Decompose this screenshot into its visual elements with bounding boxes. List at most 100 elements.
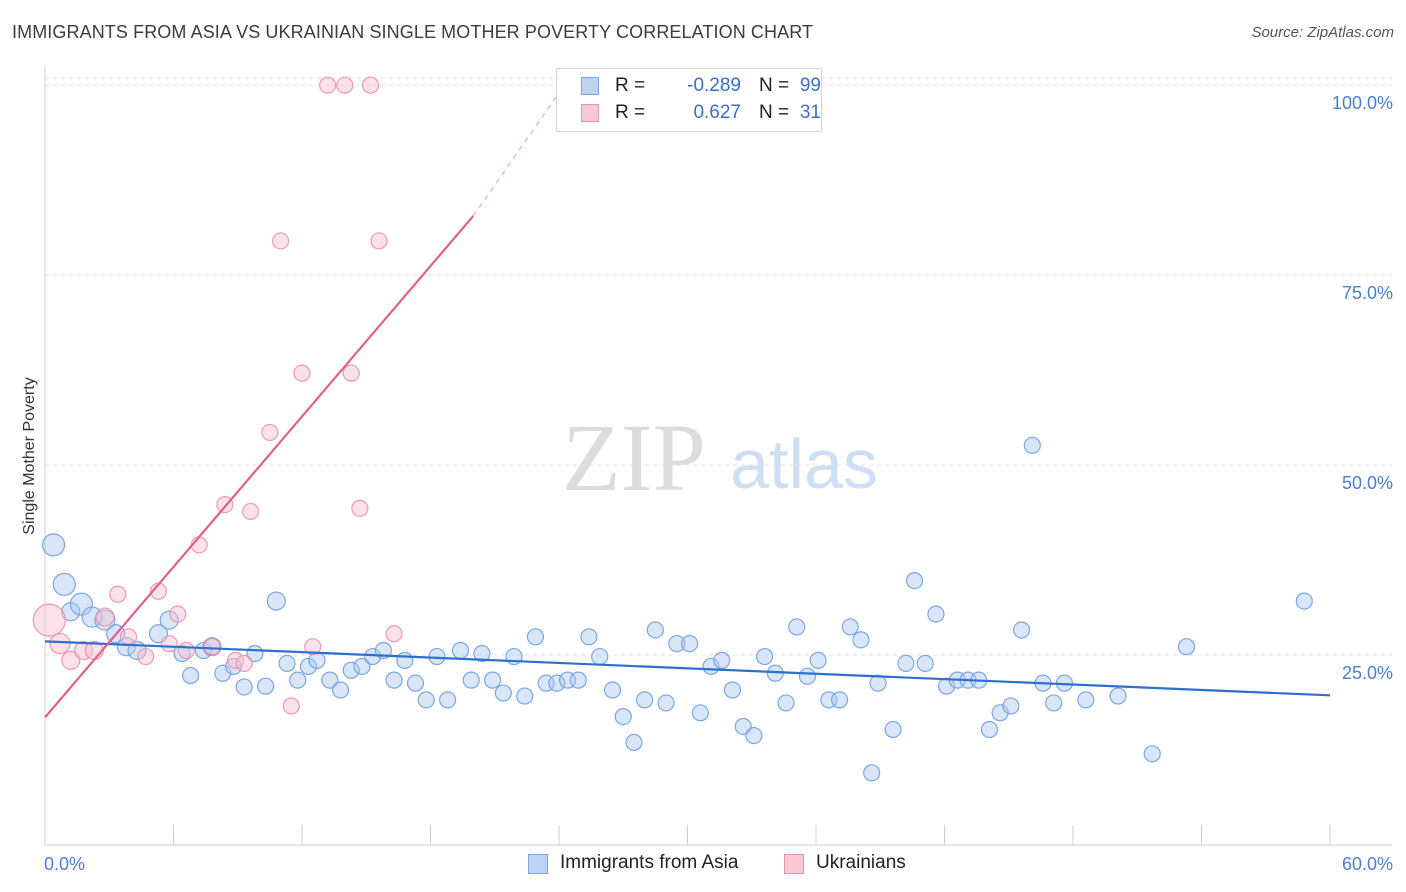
chart-source: Source: ZipAtlas.com	[1251, 24, 1394, 41]
data-point	[1143, 745, 1161, 763]
data-point	[336, 76, 354, 94]
data-point	[69, 592, 94, 616]
data-point	[852, 631, 870, 649]
data-point	[636, 691, 654, 709]
data-point	[884, 720, 902, 739]
data-point	[49, 633, 71, 655]
data-point	[177, 641, 195, 660]
data-point	[137, 647, 155, 666]
data-point	[95, 607, 115, 627]
legend-swatch-asia	[528, 854, 548, 874]
gridlines	[45, 77, 1392, 656]
data-point	[927, 605, 945, 623]
stats-r-value: -0.289	[687, 75, 741, 96]
data-point	[61, 650, 81, 670]
data-point	[863, 764, 881, 782]
stats-n-label: N =	[759, 75, 790, 96]
data-point	[657, 694, 675, 712]
data-point	[351, 499, 369, 518]
data-point	[119, 628, 138, 646]
data-point	[809, 651, 827, 669]
data-point	[331, 681, 350, 699]
data-point	[32, 603, 66, 637]
data-point	[299, 657, 318, 676]
data-point	[278, 654, 296, 673]
stats-swatch-asia	[581, 77, 599, 95]
data-point	[897, 654, 915, 673]
trend-lines	[44, 83, 1331, 719]
data-point	[242, 502, 260, 521]
data-point	[261, 423, 279, 442]
data-point	[614, 707, 632, 726]
data-point	[235, 678, 253, 696]
data-point	[159, 610, 179, 630]
data-point	[1045, 694, 1063, 712]
chart-legend: Immigrants from Asia Ukrainians	[0, 852, 1406, 878]
legend-swatch-ukrainians	[784, 854, 804, 874]
chart-title: IMMIGRANTS FROM ASIA VS UKRAINIAN SINGLE…	[12, 22, 814, 42]
data-point	[160, 635, 178, 653]
series-ukrainians	[32, 76, 403, 715]
data-point	[109, 585, 127, 603]
data-point	[1295, 592, 1313, 610]
tick-labels: 25.0% 50.0% 75.0% 100.0% 0.0% 60.0%	[44, 93, 1393, 874]
data-point	[214, 664, 232, 682]
stats-r-label: R =	[615, 75, 646, 96]
data-point	[569, 671, 587, 689]
data-point	[1077, 691, 1095, 709]
data-point	[691, 704, 709, 722]
watermark-zip: ZIP	[562, 404, 706, 511]
axes	[44, 66, 1392, 846]
data-point	[182, 666, 200, 685]
data-point	[417, 691, 435, 709]
stats-n-value: 99	[799, 75, 821, 96]
stats-r-label: R =	[615, 102, 646, 123]
data-point	[385, 671, 403, 689]
stats-n-value: 31	[799, 102, 821, 123]
data-point	[202, 637, 222, 657]
data-point	[385, 625, 403, 643]
data-point	[713, 651, 731, 669]
data-point	[681, 635, 699, 653]
y-tick-label: 100.0%	[1332, 93, 1393, 113]
correlation-stats-box: R = -0.289 N = 99 R = 0.627 N = 31	[556, 68, 822, 132]
data-point	[494, 684, 512, 702]
stats-swatch-ukrainians	[581, 104, 599, 122]
data-point	[266, 591, 286, 611]
data-point	[484, 671, 502, 689]
y-tick-label: 75.0%	[1342, 283, 1393, 303]
data-point	[1109, 687, 1127, 705]
legend-label-ukrainians: Ukrainians	[816, 852, 906, 873]
data-point	[591, 647, 609, 666]
data-point	[342, 661, 360, 679]
data-point	[548, 674, 566, 692]
data-point	[1002, 697, 1020, 715]
data-point	[353, 657, 371, 676]
data-point	[361, 76, 380, 94]
data-point	[869, 674, 887, 692]
data-point	[321, 671, 339, 689]
data-point	[755, 647, 774, 666]
data-point	[991, 704, 1009, 722]
data-point	[1012, 621, 1031, 639]
data-point	[777, 694, 795, 712]
data-point	[451, 641, 470, 660]
data-point	[516, 687, 534, 705]
data-point	[289, 671, 307, 689]
data-point	[668, 635, 686, 653]
y-tick-label: 25.0%	[1342, 663, 1393, 683]
data-point	[203, 638, 221, 656]
data-point	[370, 232, 388, 250]
data-point	[798, 667, 817, 685]
data-point	[580, 628, 598, 646]
data-point	[235, 654, 253, 673]
y-tick-label: 50.0%	[1342, 473, 1393, 493]
data-point	[1023, 436, 1041, 454]
trend-line-extension	[472, 83, 566, 217]
legend-label-asia: Immigrants from Asia	[560, 852, 739, 873]
data-point	[841, 618, 859, 636]
data-point	[830, 691, 849, 709]
data-point	[41, 533, 66, 557]
data-point	[980, 720, 999, 739]
